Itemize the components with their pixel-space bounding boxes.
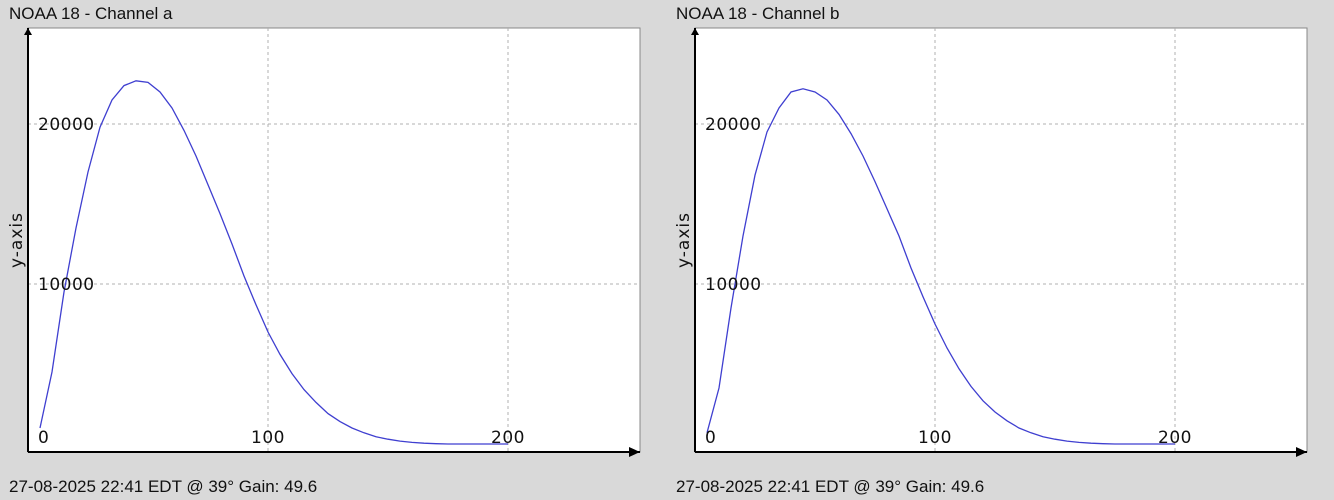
y-tick-label: 20000	[38, 115, 95, 135]
series-line	[39, 80, 508, 445]
y-tick-label: 20000	[705, 115, 762, 135]
chart-title: NOAA 18 - Channel a	[9, 4, 173, 23]
x-axis-arrow	[1296, 447, 1307, 457]
x-tick-label: 0	[38, 428, 49, 448]
x-tick-label: 100	[918, 428, 952, 448]
plot-area	[27, 27, 641, 453]
chart-footer-info: 27-08-2025 22:41 EDT @ 39° Gain: 49.6	[676, 477, 985, 496]
x-tick-label: 200	[1158, 428, 1192, 448]
y-axis-label: y-axis	[674, 212, 694, 268]
y-tick-label: 10000	[38, 275, 95, 295]
plot-area	[694, 27, 1308, 453]
x-tick-label: 100	[251, 428, 285, 448]
y-axis-label: y-axis	[7, 212, 27, 268]
y-tick-label: 10000	[705, 275, 762, 295]
chart-footer-info: 27-08-2025 22:41 EDT @ 39° Gain: 49.6	[9, 477, 318, 496]
chart-panel-b: NOAA 18 - Channel b 0 100 200 10000 20000 y-a…	[667, 0, 1327, 500]
series-line	[706, 88, 1175, 445]
x-tick-label: 0	[705, 428, 716, 448]
line-chart-b: 0 100 200 10000 20000 y-axis	[674, 27, 1308, 457]
y-axis-arrow	[24, 28, 32, 35]
y-axis-arrow	[691, 28, 699, 35]
x-tick-label: 200	[491, 428, 525, 448]
x-axis-arrow	[629, 447, 640, 457]
chart-title: NOAA 18 - Channel b	[676, 4, 840, 23]
line-chart-a: 0 100 200 10000 20000 y-axis	[7, 27, 641, 457]
chart-panel-a: NOAA 18 - Channel a 0 100 200 10000 20000 y-a…	[0, 0, 660, 500]
